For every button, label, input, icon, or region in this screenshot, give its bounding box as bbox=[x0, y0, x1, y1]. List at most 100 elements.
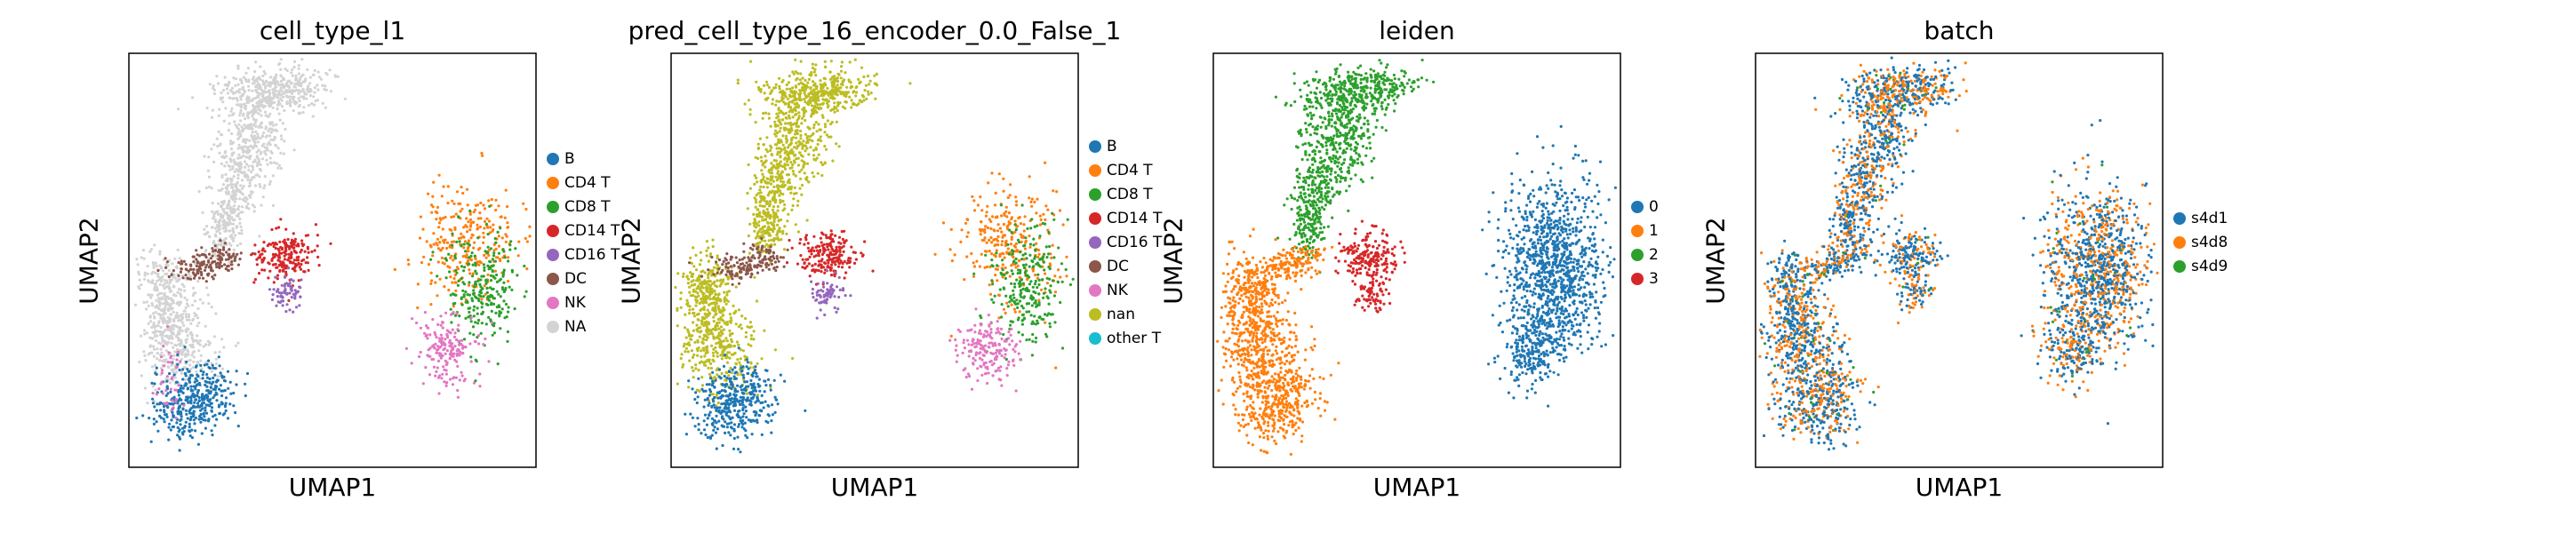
data-point bbox=[786, 163, 789, 167]
data-point bbox=[759, 155, 763, 159]
data-point bbox=[689, 334, 692, 338]
data-point bbox=[452, 305, 455, 308]
data-point bbox=[235, 189, 238, 194]
data-point bbox=[785, 87, 788, 91]
data-point bbox=[853, 58, 857, 61]
data-point bbox=[204, 403, 208, 407]
data-point bbox=[169, 334, 172, 338]
data-point bbox=[220, 265, 224, 268]
data-point bbox=[442, 239, 445, 243]
data-point bbox=[489, 286, 492, 290]
data-point bbox=[220, 155, 224, 159]
data-point bbox=[754, 198, 757, 202]
data-point bbox=[462, 269, 466, 273]
data-point bbox=[236, 67, 240, 70]
data-point bbox=[754, 226, 758, 229]
data-point bbox=[284, 94, 288, 98]
data-point bbox=[452, 311, 455, 314]
data-point bbox=[692, 283, 696, 287]
data-point bbox=[233, 195, 236, 198]
data-point bbox=[240, 129, 244, 132]
data-point bbox=[827, 135, 830, 139]
data-point bbox=[792, 172, 796, 176]
data-point bbox=[473, 305, 476, 308]
data-point bbox=[789, 191, 793, 195]
data-point bbox=[468, 342, 472, 346]
data-point bbox=[204, 411, 209, 415]
data-point bbox=[737, 325, 740, 329]
data-point bbox=[300, 263, 303, 266]
data-point bbox=[272, 288, 276, 291]
data-point bbox=[195, 370, 198, 374]
data-point bbox=[502, 281, 506, 284]
data-point bbox=[303, 250, 307, 253]
data-point bbox=[210, 370, 213, 373]
data-point bbox=[239, 167, 243, 171]
data-point bbox=[313, 68, 316, 72]
data-point bbox=[474, 264, 477, 267]
data-point bbox=[432, 365, 436, 369]
data-point bbox=[772, 229, 775, 234]
data-point bbox=[823, 131, 827, 134]
data-point bbox=[210, 115, 214, 119]
data-point bbox=[265, 101, 269, 105]
data-point bbox=[215, 211, 219, 214]
data-point bbox=[769, 182, 773, 186]
data-point bbox=[696, 354, 700, 357]
data-point bbox=[172, 368, 175, 371]
data-point bbox=[239, 251, 243, 255]
data-point bbox=[819, 79, 822, 83]
data-point bbox=[217, 114, 220, 117]
data-point bbox=[253, 158, 257, 162]
data-point bbox=[736, 373, 740, 377]
data-point bbox=[787, 105, 790, 108]
data-point bbox=[284, 241, 287, 244]
data-point bbox=[298, 266, 301, 269]
data-point bbox=[852, 102, 856, 107]
data-point bbox=[298, 84, 302, 87]
data-point bbox=[867, 92, 870, 96]
data-point bbox=[222, 210, 226, 213]
data-point bbox=[432, 243, 436, 246]
legend-label: NK bbox=[564, 293, 586, 312]
data-point bbox=[226, 91, 230, 95]
data-point bbox=[204, 394, 207, 398]
data-point bbox=[429, 258, 433, 261]
data-point bbox=[689, 271, 692, 274]
data-point bbox=[153, 243, 156, 247]
data-point bbox=[236, 181, 239, 185]
data-point bbox=[269, 138, 273, 141]
data-point bbox=[775, 99, 779, 103]
data-point bbox=[688, 359, 692, 362]
data-point bbox=[236, 212, 241, 216]
data-point bbox=[453, 281, 457, 284]
data-point bbox=[230, 263, 234, 266]
data-point bbox=[184, 340, 188, 345]
data-point bbox=[222, 378, 226, 382]
data-point bbox=[263, 268, 267, 272]
data-point bbox=[201, 394, 204, 397]
data-point bbox=[773, 120, 777, 123]
data-point bbox=[285, 68, 289, 73]
data-point bbox=[160, 266, 164, 270]
data-point bbox=[214, 357, 218, 361]
data-point bbox=[234, 84, 237, 87]
data-point bbox=[765, 186, 769, 189]
data-point bbox=[185, 399, 188, 402]
data-point bbox=[180, 418, 183, 421]
data-point bbox=[816, 142, 820, 147]
data-point bbox=[807, 77, 811, 81]
data-point bbox=[246, 202, 250, 206]
data-point bbox=[727, 431, 731, 434]
data-point bbox=[825, 98, 828, 101]
data-point bbox=[153, 286, 156, 290]
data-point bbox=[180, 340, 183, 344]
data-point bbox=[393, 267, 396, 271]
legend-item: CD16 T bbox=[547, 243, 620, 266]
data-point bbox=[791, 115, 795, 119]
data-point bbox=[445, 349, 449, 353]
data-point bbox=[492, 287, 495, 290]
data-point bbox=[776, 171, 780, 175]
data-point bbox=[229, 243, 233, 247]
data-point bbox=[428, 354, 432, 358]
